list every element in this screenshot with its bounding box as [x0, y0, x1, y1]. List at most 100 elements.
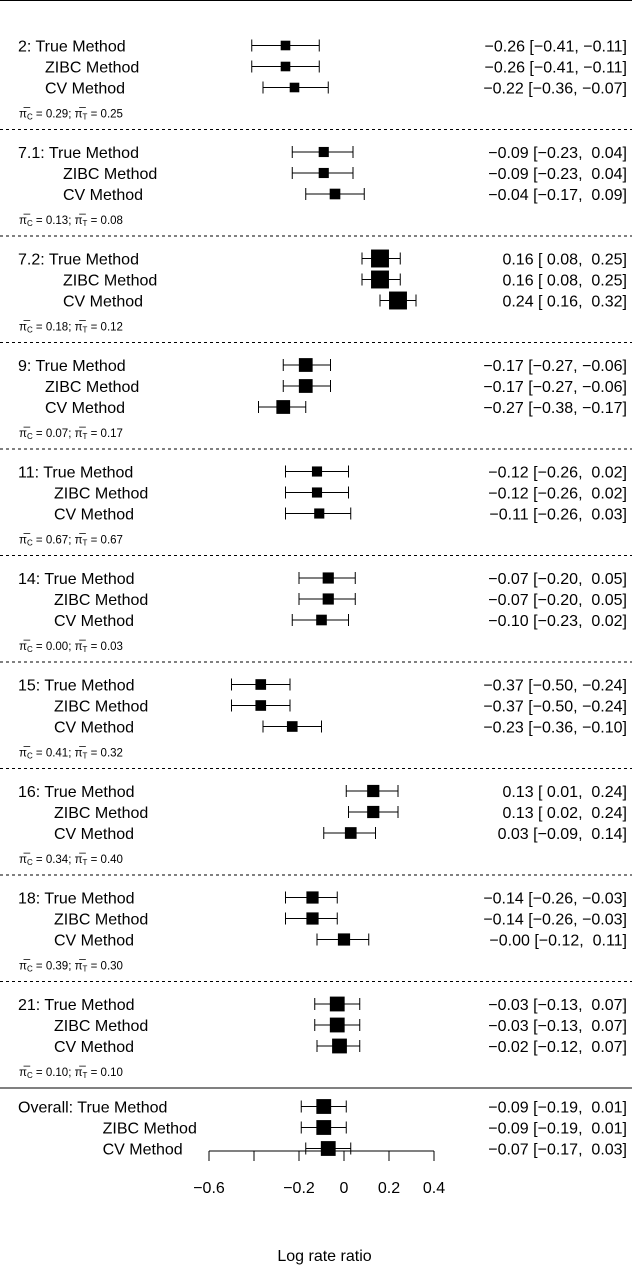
study-2-row-3-ci-text: −0.22 [−0.36, −0.07] [483, 81, 627, 98]
study-11-row-1-label: 11: True Method [18, 465, 133, 482]
study-7-1-row-3-ci-text: −0.04 [−0.17, 0.09] [488, 187, 627, 204]
overall-row-2-ci-text: −0.09 [−0.19, 0.01] [488, 1121, 627, 1138]
study-7-2-row-1-ci-text: 0.16 [ 0.08, 0.25] [502, 252, 627, 269]
study-18-row-1-estimate-square [306, 891, 319, 904]
study-16-row-1-ci-text: 0.13 [ 0.01, 0.24] [502, 784, 627, 801]
study-7-1-row-2-estimate-square [318, 167, 329, 179]
study-11-row-3-label: CV Method [54, 507, 134, 524]
study-7-2-row-2-label: ZIBC Method [63, 273, 157, 290]
study-9-row-2-ci-text: −0.17 [−0.27, −0.06] [483, 379, 627, 396]
x-tick-label: 0 [340, 1180, 349, 1197]
study-7-1-row-2-ci-text: −0.09 [−0.23, 0.04] [488, 166, 627, 183]
study-7-1-row-1-ci-text: −0.09 [−0.23, 0.04] [488, 145, 627, 162]
study-7-1-pi-annotation: π̅C = 0.13; π̅T = 0.08 [19, 215, 123, 228]
study-11-row-2-estimate-square [311, 487, 323, 498]
study-21-row-3-estimate-square [332, 1038, 347, 1054]
study-7-2-row-3-estimate-square [389, 291, 407, 310]
study-11-row-3-ci-text: −0.11 [−0.26, 0.03] [489, 507, 627, 524]
study-2-row-2-ci-text: −0.26 [−0.41, −0.11] [485, 60, 628, 77]
overall-row-1-ci-text: −0.09 [−0.19, 0.01] [488, 1100, 627, 1117]
study-16-pi-annotation: π̅C = 0.34; π̅T = 0.40 [19, 854, 123, 867]
overall-row-1-label: Overall: True Method [18, 1100, 167, 1117]
study-2-pi-annotation: π̅C = 0.29; π̅T = 0.25 [19, 109, 123, 122]
study-18-row-2-ci-text: −0.14 [−0.26, −0.03] [483, 912, 627, 929]
study-2-row-3-estimate-square [289, 82, 300, 93]
study-15-row-2-ci-text: −0.37 [−0.50, −0.24] [483, 699, 627, 716]
study-2-row-1-ci-text: −0.26 [−0.41, −0.11] [485, 39, 628, 56]
study-7-2-row-2-ci-text: 0.16 [ 0.08, 0.25] [502, 273, 627, 290]
study-9-row-1-estimate-square [298, 358, 313, 372]
study-16-row-2-ci-text: 0.13 [ 0.02, 0.24] [502, 805, 627, 822]
study-9-row-2-label: ZIBC Method [45, 379, 139, 396]
study-2-row-1-label: 2: True Method [18, 39, 126, 56]
study-7-1-row-3-estimate-square [329, 188, 341, 200]
study-15-row-2-estimate-square [255, 700, 267, 711]
overall-row-2-label: ZIBC Method [103, 1121, 197, 1138]
study-15-row-3-estimate-square [286, 721, 298, 732]
overall-row-3-label: CV Method [103, 1142, 183, 1159]
study-2-row-3-label: CV Method [45, 81, 125, 98]
study-14-row-1-label: 14: True Method [18, 571, 135, 588]
study-15-row-1-label: 15: True Method [18, 678, 135, 695]
study-18-row-3-ci-text: −0.00 [−0.12, 0.11] [489, 933, 627, 950]
study-14-row-2-estimate-square [322, 593, 334, 605]
study-9-row-1-label: 9: True Method [18, 358, 126, 375]
study-16-row-1-estimate-square [367, 784, 380, 798]
study-11-row-1-estimate-square [311, 466, 323, 477]
study-21-pi-annotation: π̅C = 0.10; π̅T = 0.10 [19, 1067, 123, 1080]
study-7-1-row-1-label: 7.1: True Method [18, 145, 139, 162]
overall-row-2-estimate-square [316, 1120, 332, 1135]
study-7-1-row-3-label: CV Method [63, 187, 143, 204]
study-16-row-2-label: ZIBC Method [54, 805, 148, 822]
study-9-row-3-ci-text: −0.27 [−0.38, −0.17] [483, 400, 627, 417]
study-21-row-2-ci-text: −0.03 [−0.13, 0.07] [488, 1018, 627, 1035]
study-9-row-2-estimate-square [298, 379, 313, 393]
study-18-row-2-label: ZIBC Method [54, 912, 148, 929]
overall-row-3-estimate-square [320, 1141, 336, 1156]
study-11-row-2-ci-text: −0.12 [−0.26, 0.02] [488, 486, 627, 503]
overall-row-1-estimate-square [316, 1099, 332, 1114]
study-7-2-row-1-label: 7.2: True Method [18, 252, 139, 269]
study-15-pi-annotation: π̅C = 0.41; π̅T = 0.32 [19, 748, 123, 761]
overall-row-3-ci-text: −0.07 [−0.17, 0.03] [488, 1142, 627, 1159]
study-2-row-2-label: ZIBC Method [45, 60, 139, 77]
study-2-row-1-estimate-square [280, 40, 291, 51]
x-tick-label: −0.6 [193, 1180, 225, 1197]
study-11-row-2-label: ZIBC Method [54, 486, 148, 503]
x-axis-title: Log rate ratio [277, 1248, 371, 1265]
study-14-row-2-label: ZIBC Method [54, 592, 148, 609]
study-21-row-2-label: ZIBC Method [54, 1018, 148, 1035]
study-21-row-1-label: 21: True Method [18, 997, 135, 1014]
study-7-2-row-3-label: CV Method [63, 294, 143, 311]
study-14-row-1-ci-text: −0.07 [−0.20, 0.05] [488, 571, 627, 588]
x-tick-label: −0.2 [283, 1180, 315, 1197]
study-21-row-3-ci-text: −0.02 [−0.12, 0.07] [488, 1039, 627, 1056]
study-18-row-1-ci-text: −0.14 [−0.26, −0.03] [483, 891, 627, 908]
study-16-row-1-label: 16: True Method [18, 784, 135, 801]
study-11-pi-annotation: π̅C = 0.67; π̅T = 0.67 [19, 535, 123, 548]
study-15-row-3-label: CV Method [54, 720, 134, 737]
study-16-row-3-label: CV Method [54, 826, 134, 843]
study-14-row-1-estimate-square [322, 572, 334, 584]
study-18-row-3-estimate-square [337, 933, 351, 946]
study-18-row-1-label: 18: True Method [18, 891, 135, 908]
study-16-row-3-ci-text: 0.03 [−0.09, 0.14] [498, 826, 627, 843]
study-15-row-1-ci-text: −0.37 [−0.50, −0.24] [483, 678, 627, 695]
study-21-row-2-estimate-square [329, 1017, 345, 1033]
study-21-row-1-ci-text: −0.03 [−0.13, 0.07] [488, 997, 627, 1014]
study-7-1-row-1-estimate-square [318, 146, 329, 158]
study-11-row-1-ci-text: −0.12 [−0.26, 0.02] [488, 465, 627, 482]
study-21-row-3-label: CV Method [54, 1039, 134, 1056]
study-14-row-3-estimate-square [316, 614, 327, 626]
study-9-pi-annotation: π̅C = 0.07; π̅T = 0.17 [19, 428, 123, 441]
study-7-2-pi-annotation: π̅C = 0.18; π̅T = 0.12 [19, 322, 123, 335]
study-7-2-row-1-estimate-square [371, 249, 389, 268]
study-11-row-3-estimate-square [314, 508, 325, 519]
study-9-row-1-ci-text: −0.17 [−0.27, −0.06] [483, 358, 627, 375]
x-tick-label: 0.4 [423, 1180, 445, 1197]
study-9-row-3-label: CV Method [45, 400, 125, 417]
study-15-row-1-estimate-square [255, 679, 267, 690]
x-tick-label: 0.2 [378, 1180, 400, 1197]
study-16-row-2-estimate-square [367, 805, 380, 819]
